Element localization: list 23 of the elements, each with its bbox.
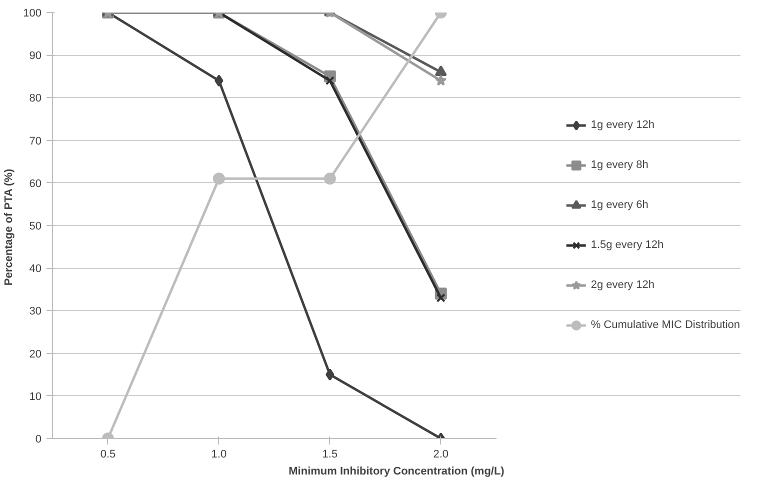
y-tick-label: 50 [29,220,42,232]
legend-label: 1g every 6h [590,199,648,211]
y-tick-label: 0 [35,434,42,446]
x-tick-label: 2.0 [433,448,449,460]
legend-label: 2g every 12h [590,279,654,291]
y-tick-label: 90 [29,50,42,62]
y-tick-label: 80 [29,92,42,105]
legend-label: 1g every 12h [590,119,654,131]
legend-label: 1.5g every 12h [590,239,664,251]
y-tick-label: 40 [29,263,42,276]
y-tick-label: 10 [29,390,42,403]
y-tick-label: 30 [29,306,42,318]
y-axis-title: Percentage of PTA (%) [3,168,16,286]
x-axis-title: Minimum Inhibitory Concentration (mg/L) [288,466,505,478]
y-tick-label: 100 [23,8,42,20]
x-tick-label: 1.5 [322,448,338,460]
y-tick-label: 20 [29,348,42,360]
y-tick-label: 70 [29,135,42,148]
y-tick-label: 60 [29,178,42,190]
x-tick-label: 1.0 [211,448,227,460]
legend-label: % Cumulative MIC Distribution [590,319,740,331]
x-tick-label: 0.5 [100,448,116,460]
legend-label: 1g every 8h [590,159,648,171]
